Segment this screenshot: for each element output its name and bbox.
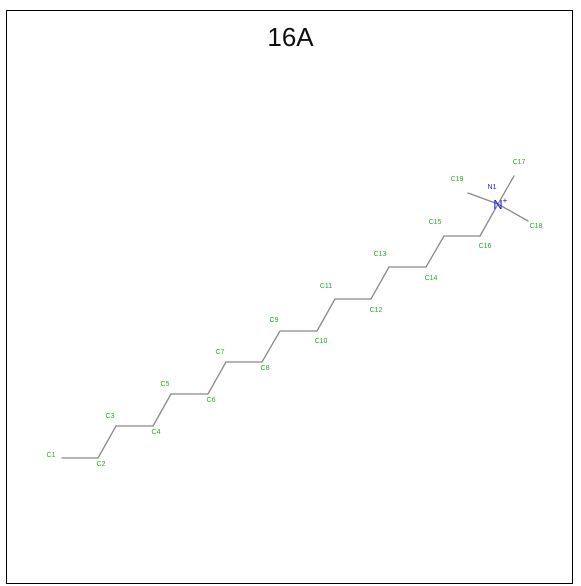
atom-label-c1: C1	[47, 452, 56, 459]
atom-label-n1: N1	[488, 184, 497, 191]
atom-label-c10: C10	[315, 338, 328, 345]
diagram-title: 16A	[267, 22, 314, 52]
atom-label-c17: C17	[513, 159, 526, 166]
atom-label-c5: C5	[161, 381, 170, 388]
bond-c10-c11	[316, 298, 336, 332]
bond-c4-c5	[152, 393, 172, 427]
atom-symbol-n1: N	[493, 197, 502, 212]
bond-c6-c7	[207, 361, 227, 395]
atom-label-c15: C15	[429, 219, 442, 226]
bond-layer	[61, 175, 529, 459]
diagram-frame	[6, 10, 573, 584]
atom-label-c14: C14	[425, 275, 438, 282]
atom-label-c7: C7	[216, 349, 225, 356]
atom-label-c13: C13	[374, 251, 387, 258]
bond-c8-c9	[261, 330, 281, 363]
bond-c2-c3	[97, 425, 117, 459]
atom-label-c9: C9	[270, 317, 279, 324]
bond-n1-c18	[497, 203, 529, 222]
bond-c16-n1	[479, 203, 499, 237]
bond-n1-c19	[467, 192, 499, 205]
atom-label-c6: C6	[207, 397, 216, 404]
atom-label-c8: C8	[261, 365, 270, 372]
bond-n1-c17	[497, 175, 515, 205]
atom-label-c4: C4	[152, 429, 161, 436]
atom-label-c18: C18	[530, 223, 543, 230]
atom-label-c3: C3	[106, 413, 115, 420]
atom-label-layer: C1 C2 C3 C4 C5 C6 C7 C8 C9 C10 C11 C12 C13 C14 C15 C16 N…	[47, 159, 543, 468]
atom-charge-n1: +	[503, 196, 508, 205]
atom-label-c11: C11	[320, 283, 332, 290]
atom-label-c12: C12	[370, 307, 383, 314]
bond-c12-c13	[370, 266, 390, 300]
bond-c14-c15	[425, 235, 445, 268]
atom-label-c16: C16	[479, 243, 492, 250]
atom-label-c19: C19	[451, 176, 464, 183]
atom-label-c2: C2	[97, 461, 106, 468]
